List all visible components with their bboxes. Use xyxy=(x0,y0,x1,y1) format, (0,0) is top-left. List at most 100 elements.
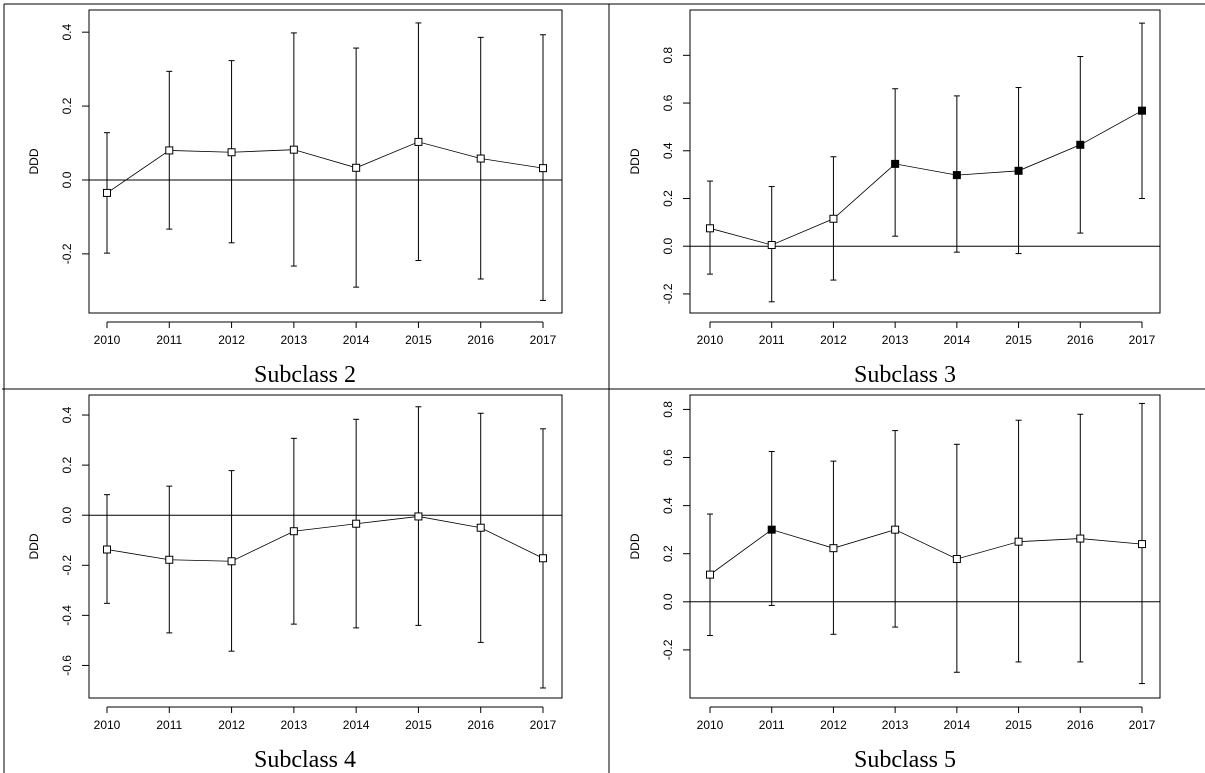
x-tick-label: 2014 xyxy=(343,718,370,732)
y-tick-label: -0.2 xyxy=(60,243,74,264)
y-tick-label: 0.2 xyxy=(60,456,74,473)
data-point xyxy=(1014,166,1023,175)
y-tick-label: 0.4 xyxy=(661,497,675,514)
x-tick-label: 2014 xyxy=(944,718,971,732)
data-point xyxy=(539,164,547,173)
chart-panel: -0.6 -0.4 -0.2 0.0 0.2 0.4 DDD 2010 2011 2012 2013… xyxy=(27,394,563,773)
data-point xyxy=(414,512,423,521)
data-point xyxy=(1138,540,1146,549)
plot-frame xyxy=(689,9,1161,314)
y-tick-label: 0.4 xyxy=(60,24,74,41)
data-point xyxy=(103,188,111,197)
y-tick-label: 0.6 xyxy=(661,449,675,466)
y-tick-label: 0.8 xyxy=(661,47,675,64)
series-line xyxy=(106,516,544,562)
y-tick-label: 0.4 xyxy=(661,142,675,159)
data-point xyxy=(891,159,900,168)
y-axis-title: DDD xyxy=(628,533,642,559)
data-point xyxy=(1076,534,1085,543)
x-tick-label: 2015 xyxy=(1005,333,1032,347)
data-point xyxy=(352,519,361,528)
y-tick-label: 0.6 xyxy=(661,94,675,111)
chart-panel: -0.2 0.0 0.2 0.4 0.6 0.8 DDD 2010 2011 2012 2013 20… xyxy=(628,9,1161,388)
data-point xyxy=(476,154,485,163)
x-tick-label: 2016 xyxy=(1067,333,1094,347)
x-tick-label: 2012 xyxy=(820,718,847,732)
y-tick-label: 0.8 xyxy=(661,401,675,418)
x-tick-label: 2013 xyxy=(281,333,308,347)
y-tick-label: 0.0 xyxy=(661,593,675,610)
data-point xyxy=(289,527,298,536)
series-line xyxy=(709,529,1143,575)
series-line xyxy=(106,141,544,194)
panel-caption: Subclass 3 xyxy=(854,362,956,388)
x-tick-label: 2010 xyxy=(94,333,121,347)
x-tick-label: 2011 xyxy=(156,333,182,347)
y-tick-label: -0.6 xyxy=(60,655,74,676)
data-point xyxy=(952,555,961,564)
x-tick-label: 2017 xyxy=(530,718,557,732)
x-tick-label: 2011 xyxy=(759,333,785,347)
x-tick-label: 2016 xyxy=(467,718,494,732)
data-point xyxy=(165,555,174,564)
table-borders xyxy=(2,3,1205,773)
x-tick-label: 2016 xyxy=(1067,718,1094,732)
x-tick-label: 2010 xyxy=(697,718,724,732)
x-tick-label: 2013 xyxy=(281,718,308,732)
x-tick-label: 2011 xyxy=(759,718,785,732)
x-tick-label: 2013 xyxy=(882,333,909,347)
x-tick-label: 2015 xyxy=(405,333,432,347)
y-tick-label: 0.2 xyxy=(661,190,675,207)
x-tick-label: 2010 xyxy=(94,718,121,732)
data-point xyxy=(952,171,961,180)
x-tick-label: 2016 xyxy=(467,333,494,347)
data-point xyxy=(706,570,714,579)
y-tick-label: 0.0 xyxy=(661,238,675,255)
data-point xyxy=(539,554,547,563)
data-point xyxy=(706,224,714,233)
y-axis-title: DDD xyxy=(27,148,41,174)
x-tick-label: 2015 xyxy=(405,718,432,732)
chart-panel: -0.2 0.0 0.2 0.4 0.6 0.8 DDD 2010 2011 2012 2013 20… xyxy=(628,394,1161,773)
data-point xyxy=(289,145,298,154)
data-point xyxy=(165,146,174,155)
data-point xyxy=(1138,106,1146,115)
plot-frame xyxy=(88,9,563,314)
data-point xyxy=(891,525,900,534)
data-point xyxy=(352,163,361,172)
chart-panel: -0.2 0.0 0.2 0.4 DDD 2010 2011 2012 2013 2014 2015… xyxy=(27,9,563,388)
x-tick-label: 2017 xyxy=(1129,718,1156,732)
y-tick-label: -0.4 xyxy=(60,605,74,626)
panel-caption: Subclass 2 xyxy=(254,362,356,388)
y-axis-title: DDD xyxy=(27,533,41,559)
x-tick-label: 2012 xyxy=(820,333,847,347)
x-tick-label: 2010 xyxy=(697,333,724,347)
y-tick-label: -0.2 xyxy=(60,555,74,576)
data-point xyxy=(103,545,111,554)
x-tick-label: 2014 xyxy=(343,333,370,347)
x-tick-label: 2012 xyxy=(218,333,245,347)
data-point xyxy=(227,148,236,157)
x-tick-label: 2011 xyxy=(156,718,182,732)
x-tick-label: 2015 xyxy=(1005,718,1032,732)
data-point xyxy=(227,557,236,566)
data-point xyxy=(829,544,838,553)
data-point xyxy=(767,241,776,250)
data-point xyxy=(1014,537,1023,546)
plot-frame xyxy=(88,394,563,699)
x-tick-label: 2013 xyxy=(882,718,909,732)
data-point xyxy=(414,137,423,146)
x-tick-label: 2014 xyxy=(944,333,971,347)
y-tick-label: -0.2 xyxy=(661,639,675,660)
x-tick-label: 2017 xyxy=(530,333,557,347)
series-line xyxy=(709,110,1143,246)
data-point xyxy=(829,214,838,223)
data-point xyxy=(1076,140,1085,149)
y-tick-label: -0.2 xyxy=(661,283,675,304)
data-point xyxy=(476,523,485,532)
data-point xyxy=(767,525,776,534)
y-tick-label: 0.2 xyxy=(60,97,74,114)
panel-caption: Subclass 4 xyxy=(254,747,356,773)
plot-frame xyxy=(689,394,1161,699)
